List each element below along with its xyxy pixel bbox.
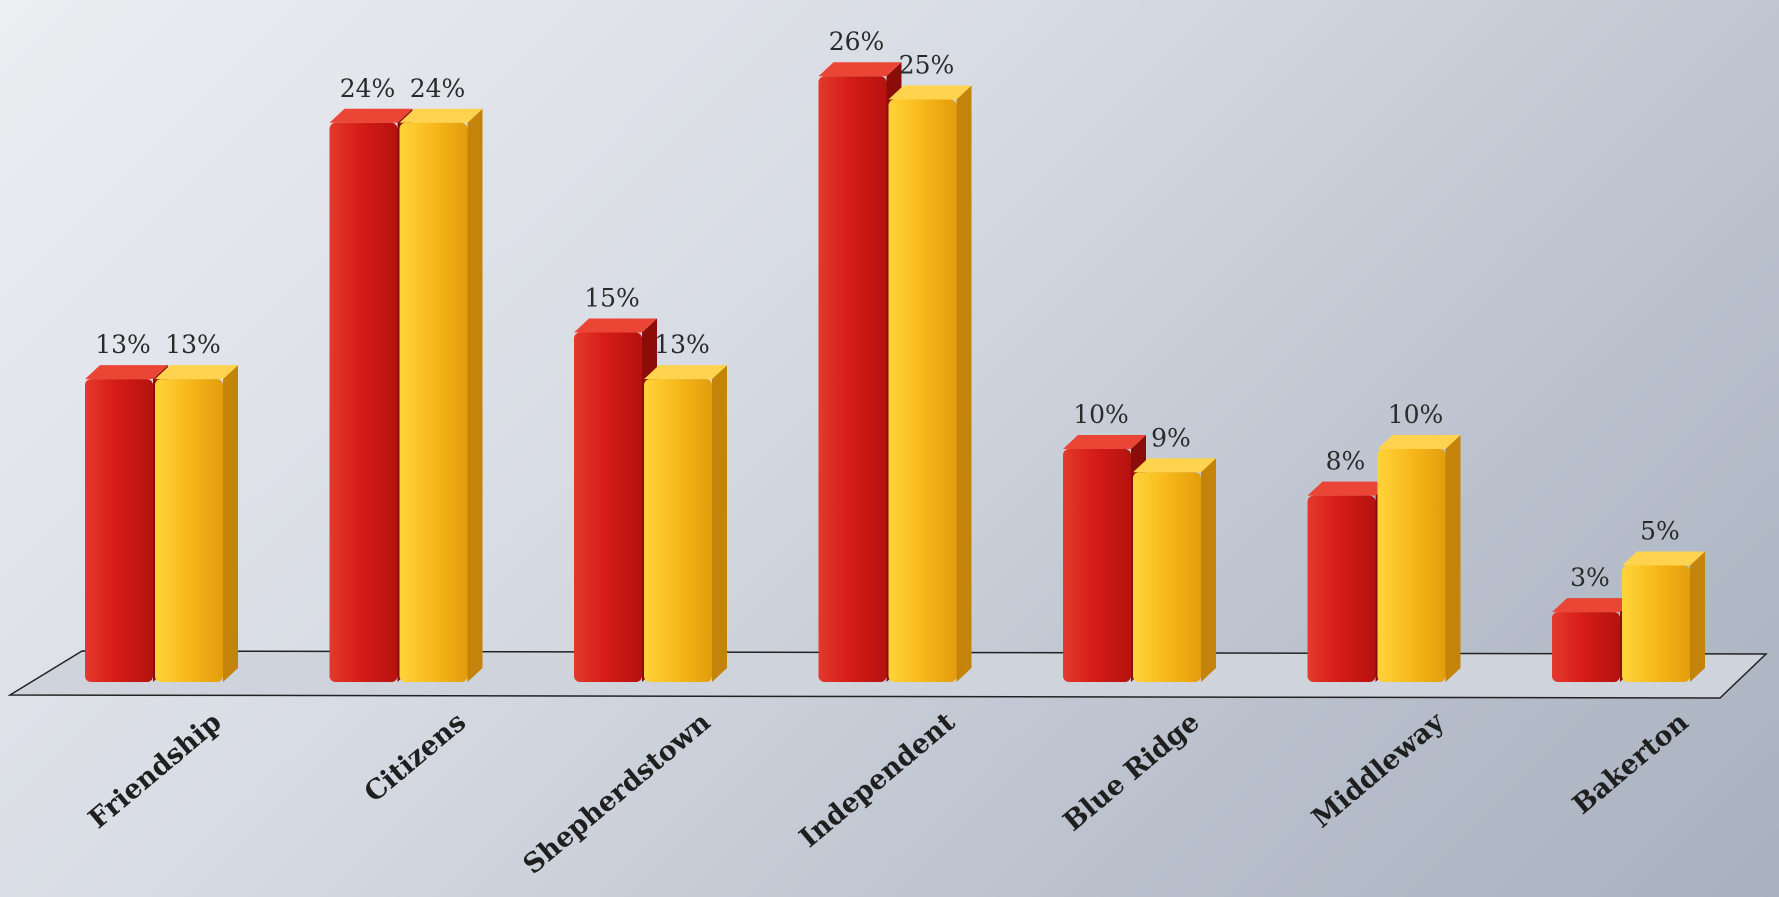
- value-label: 13%: [165, 330, 221, 359]
- bar-yellow-citizens: [399, 108, 483, 683]
- bar-yellow-friendship: [155, 365, 238, 682]
- value-label: 9%: [1151, 423, 1191, 452]
- category-label-friendship: Friendship: [83, 707, 228, 835]
- value-label: 5%: [1640, 517, 1680, 546]
- bars-group: [85, 62, 1705, 683]
- bar-yellow-bakerton: [1622, 551, 1705, 682]
- bar-yellow-independent: [888, 85, 972, 682]
- category-labels-group: Friendship Citizens Shepherdstown Independe…: [83, 706, 1695, 881]
- value-label: 25%: [899, 51, 955, 80]
- category-label-independent: Independent: [794, 706, 962, 854]
- bar-red-bakerton: [1552, 598, 1635, 682]
- value-label: 26%: [829, 27, 885, 56]
- value-label: 3%: [1570, 563, 1610, 592]
- category-label-shepherdstown: Shepherdstown: [518, 706, 717, 880]
- bar-yellow-shepherdstown: [644, 365, 727, 682]
- value-label: 10%: [1388, 400, 1444, 429]
- value-label: 15%: [584, 284, 640, 313]
- bar-yellow-blue-ridge: [1133, 458, 1216, 682]
- category-label-middleway: Middleway: [1306, 706, 1451, 835]
- category-label-bakerton: Bakerton: [1567, 706, 1695, 820]
- value-label: 24%: [410, 74, 466, 103]
- category-label-blue-ridge: Blue Ridge: [1058, 707, 1206, 838]
- value-label: 13%: [654, 330, 710, 359]
- category-label-citizens: Citizens: [359, 707, 472, 809]
- bar-yellow-middleway: [1377, 435, 1461, 682]
- value-label: 8%: [1326, 447, 1366, 476]
- value-labels-group: 13% 13% 24% 24% 15% 13% 26% 25% 10% 9% 8% 10% 3% 5%: [95, 27, 1680, 592]
- value-label: 24%: [340, 74, 396, 103]
- value-label: 10%: [1073, 400, 1129, 429]
- value-label: 13%: [95, 330, 151, 359]
